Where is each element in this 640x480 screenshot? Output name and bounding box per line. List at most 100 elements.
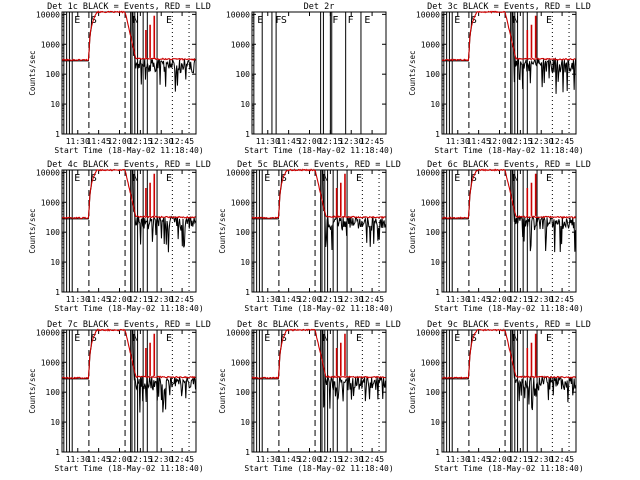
y-tick-label: 10 xyxy=(50,258,60,267)
y-tick-label: 100 xyxy=(426,388,441,397)
y-tick-label: 1 xyxy=(245,130,250,139)
x-tick-label: 11:45 xyxy=(277,295,301,304)
detector-panel: Det 5c BLACK = Events, RED = LLD 1 10 100 10… xyxy=(218,160,401,313)
marker-label: E xyxy=(454,15,460,26)
y-tick-label: 1 xyxy=(435,288,440,297)
detector-panel: Det 4c BLACK = Events, RED = LLD 1 10 100 10… xyxy=(28,160,211,313)
y-tick-label: 100 xyxy=(236,228,251,237)
x-tick-label: 11:30 xyxy=(446,455,470,464)
events-series-line xyxy=(62,11,196,92)
lld-series-line xyxy=(61,328,196,380)
x-tick-label: 12:30 xyxy=(339,455,363,464)
x-tick-label: 12:45 xyxy=(170,137,194,146)
y-tick-label: 1 xyxy=(55,448,60,457)
y-tick-label: 1 xyxy=(55,130,60,139)
marker-label: E xyxy=(257,15,263,26)
x-axis-title: Start Time (18-May-02 11:18:40) xyxy=(434,304,583,313)
marker-label: S xyxy=(281,333,287,344)
y-tick-label: 1000 xyxy=(41,40,60,49)
events-series-line xyxy=(252,169,387,250)
y-tick-label: 100 xyxy=(236,388,251,397)
marker-label: E xyxy=(546,173,552,184)
y-tick-label: 1 xyxy=(55,288,60,297)
marker-label: S xyxy=(471,173,477,184)
detector-panel: Det 3c BLACK = Events, RED = LLD 1 10 100 10… xyxy=(408,2,591,155)
y-axis-title: Counts/sec xyxy=(28,208,37,253)
marker-label: N xyxy=(133,15,139,26)
marker-label: F xyxy=(332,15,338,26)
x-tick-label: 11:30 xyxy=(446,295,470,304)
marker-label: F xyxy=(348,15,354,26)
panel-title: Det 5c BLACK = Events, RED = LLD xyxy=(237,160,401,170)
y-tick-label: 1000 xyxy=(41,198,60,207)
x-tick-label: 11:45 xyxy=(87,295,111,304)
x-tick-label: 12:15 xyxy=(318,137,342,146)
y-tick-label: 1000 xyxy=(421,358,440,367)
x-tick-label: 11:30 xyxy=(66,455,90,464)
marker-label: S xyxy=(281,173,287,184)
x-tick-label: 12:45 xyxy=(360,455,384,464)
lld-series-line xyxy=(441,168,577,220)
events-series-line xyxy=(252,329,387,409)
y-tick-label: 10 xyxy=(240,100,250,109)
detector-panel: Det 8c BLACK = Events, RED = LLD 1 10 100 10… xyxy=(218,320,401,473)
y-tick-label: 1 xyxy=(435,448,440,457)
marker-label: S xyxy=(91,15,97,26)
panel-title: Det 2r xyxy=(304,2,335,12)
x-tick-label: 12:30 xyxy=(149,137,173,146)
y-tick-label: 10 xyxy=(50,100,60,109)
detector-panel: Det 2r 1 10 100 1000 10000 11:3011:4512:0012:1… xyxy=(226,2,394,155)
panel-title: Det 7c BLACK = Events, RED = LLD xyxy=(47,320,211,330)
panel-title: Det 4c BLACK = Events, RED = LLD xyxy=(47,160,211,170)
marker-label: N xyxy=(513,173,519,184)
x-tick-label: 11:30 xyxy=(446,137,470,146)
x-axis-title: Start Time (18-May-02 11:18:40) xyxy=(434,146,583,155)
detector-panel: Det 7c BLACK = Events, RED = LLD 1 10 100 10… xyxy=(28,320,211,473)
lld-series-line xyxy=(251,168,386,220)
x-tick-label: 12:15 xyxy=(128,295,152,304)
x-tick-label: 12:00 xyxy=(297,455,321,464)
marker-label: E xyxy=(74,333,80,344)
panel-title: Det 8c BLACK = Events, RED = LLD xyxy=(237,320,401,330)
x-axis-title: Start Time (18-May-02 11:18:40) xyxy=(244,464,393,473)
x-tick-label: 12:15 xyxy=(508,295,532,304)
y-tick-label: 1000 xyxy=(231,40,250,49)
detector-panel: Det 9c BLACK = Events, RED = LLD 1 10 100 10… xyxy=(408,320,591,473)
x-tick-label: 12:15 xyxy=(128,455,152,464)
x-tick-label: 12:00 xyxy=(297,137,321,146)
x-axis-title: Start Time (18-May-02 11:18:40) xyxy=(54,304,203,313)
x-tick-label: 12:45 xyxy=(170,455,194,464)
x-tick-label: 12:15 xyxy=(508,137,532,146)
panel-title: Det 9c BLACK = Events, RED = LLD xyxy=(427,320,591,330)
y-tick-label: 10000 xyxy=(36,328,60,337)
lld-series-line xyxy=(61,10,196,62)
y-tick-label: 10000 xyxy=(416,328,440,337)
x-tick-label: 12:45 xyxy=(550,295,574,304)
x-tick-label: 12:30 xyxy=(149,455,173,464)
x-tick-label: 12:00 xyxy=(487,295,511,304)
y-tick-label: 100 xyxy=(236,70,251,79)
y-tick-label: 1000 xyxy=(231,358,250,367)
x-axis-title: Start Time (18-May-02 11:18:40) xyxy=(434,464,583,473)
x-tick-label: 11:30 xyxy=(66,295,90,304)
y-tick-label: 1000 xyxy=(231,198,250,207)
x-tick-label: 12:45 xyxy=(360,137,384,146)
events-series-line xyxy=(62,169,197,253)
y-tick-label: 100 xyxy=(46,70,61,79)
y-tick-label: 100 xyxy=(426,70,441,79)
marker-label: N xyxy=(513,15,519,26)
marker-label: E xyxy=(264,173,270,184)
x-tick-label: 12:30 xyxy=(529,295,553,304)
x-tick-label: 11:45 xyxy=(277,455,301,464)
marker-label: E xyxy=(166,333,172,344)
y-tick-label: 1000 xyxy=(421,198,440,207)
marker-label: E xyxy=(454,173,460,184)
marker-label: N xyxy=(513,333,519,344)
x-tick-label: 11:30 xyxy=(256,137,280,146)
y-tick-label: 10 xyxy=(50,418,60,427)
y-tick-label: 1 xyxy=(435,130,440,139)
x-tick-label: 12:45 xyxy=(550,455,574,464)
events-series-line xyxy=(442,329,577,411)
x-tick-label: 12:15 xyxy=(128,137,152,146)
